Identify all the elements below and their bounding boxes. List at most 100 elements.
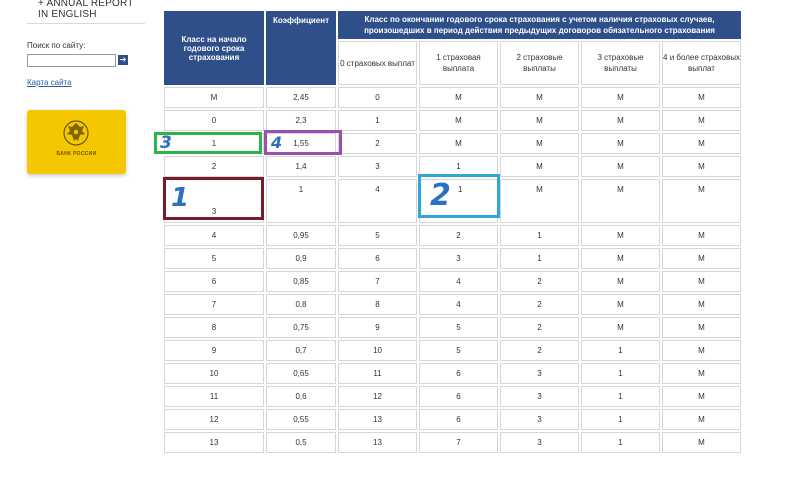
insurance-class-table: Класс на начало годового срока страхован… [162,9,743,455]
cell-class-end: М [662,156,741,177]
cell-class-end: 1 [581,386,660,407]
cell-class-end: 2 [338,133,417,154]
cell-class: 8 [164,317,264,338]
table-row: 8 0,75 9 5 2 М М [164,317,741,338]
cell-class-end: 7 [338,271,417,292]
cell-coefficient: 0,8 [266,294,336,315]
cell-class-end: М [419,133,498,154]
sitemap-link[interactable]: Карта сайта [27,78,72,87]
cell-class-end: 2 [500,271,579,292]
cell-class-end: 4 [419,271,498,292]
cell-class-end: 1 [500,225,579,246]
bank-of-russia-logo[interactable]: БАНК РОССИИ [27,110,126,174]
cell-class-end: М [662,317,741,338]
cell-class-end: М [500,110,579,131]
cell-class-end: 1 [581,409,660,430]
cell-class-end: 3 [500,363,579,384]
table-row: 10 0,65 11 6 3 1 М [164,363,741,384]
cell-class-end: 6 [338,248,417,269]
header-coefficient: Коэффициент [266,11,336,85]
table-row: 7 0,8 8 4 2 М М [164,294,741,315]
cell-class-end: М [662,110,741,131]
header-sub-2: 2 страховые выплаты [500,41,579,85]
cell-coefficient: 1,4 [266,156,336,177]
table-row: М 2,45 0 М М М М [164,87,741,108]
cell-class-end: М [662,225,741,246]
cell-coefficient: 1 [266,179,336,223]
cell-coefficient: 0,85 [266,271,336,292]
cell-class: 13 [164,432,264,453]
cell-class-end: М [419,110,498,131]
annotation-box-4 [264,130,342,155]
cell-class-end: 2 [419,225,498,246]
cell-class-end: 1 [581,363,660,384]
cell-class-end: М [581,110,660,131]
double-headed-eagle-icon [63,120,89,146]
annotation-number-4: 4 [271,133,283,152]
cell-class-end: М [662,386,741,407]
sidebar-divider [27,23,145,24]
cell-coefficient: 0,55 [266,409,336,430]
annotation-box-3 [154,132,262,154]
cell-class-end: М [500,133,579,154]
cell-class-end: М [500,179,579,223]
cell-class-end: 1 [500,248,579,269]
cell-coefficient: 0,9 [266,248,336,269]
cell-class-end: 2 [500,340,579,361]
search-input[interactable] [27,54,116,67]
table-row: 0 2,3 1 М М М М [164,110,741,131]
cell-class-end: 3 [419,248,498,269]
table-row: 9 0,7 10 5 2 1 М [164,340,741,361]
cell-class: 12 [164,409,264,430]
cell-class-end: 2 [500,317,579,338]
cell-class-end: 6 [419,386,498,407]
cell-class-end: М [581,87,660,108]
cell-class: 10 [164,363,264,384]
cell-class-end: 3 [338,156,417,177]
cell-class-end: 6 [419,363,498,384]
cell-class: 11 [164,386,264,407]
cell-class-end: М [581,294,660,315]
cell-class-end: М [662,363,741,384]
cell-class-end: 11 [338,363,417,384]
cell-class-end: 7 [419,432,498,453]
cell-class: 2 [164,156,264,177]
cell-class-end: 8 [338,294,417,315]
annotation-number-1: 1 [171,183,190,213]
cell-class-end: 3 [500,386,579,407]
cell-coefficient: 0,75 [266,317,336,338]
cell-class: 4 [164,225,264,246]
table-row: 6 0,85 7 4 2 М М [164,271,741,292]
cell-coefficient: 0,95 [266,225,336,246]
cell-class-end: 5 [338,225,417,246]
search-submit-button[interactable]: ➔ [118,55,128,65]
cell-class-end: М [662,294,741,315]
annual-report-line1[interactable]: + ANNUAL REPORT [38,0,134,9]
cell-class-end: 4 [338,179,417,223]
header-sub-4: 4 и более страховых выплат [662,41,741,85]
cell-class-end: 1 [581,340,660,361]
annotation-number-3: 3 [160,133,172,153]
annual-report-link[interactable]: + ANNUAL REPORT IN ENGLISH [38,0,134,20]
cell-class-end: 13 [338,409,417,430]
header-sub-1: 1 страховая выплата [419,41,498,85]
cell-class-end: 1 [338,110,417,131]
annual-report-line2[interactable]: IN ENGLISH [38,9,97,20]
cell-class-end: М [500,87,579,108]
cell-class-end: 0 [338,87,417,108]
header-sub-0: 0 страховых выплат [338,41,417,85]
cell-class-end: 12 [338,386,417,407]
table-row: 5 0,9 6 3 1 М М [164,248,741,269]
cell-class: 7 [164,294,264,315]
cell-coefficient: 0,7 [266,340,336,361]
cell-class-end: М [581,248,660,269]
cell-class: М [164,87,264,108]
cell-class-end: М [662,179,741,223]
cell-class-end: 3 [500,432,579,453]
annotation-box-1 [163,177,264,220]
table-row: 12 0,55 13 6 3 1 М [164,409,741,430]
cell-class-end: 2 [500,294,579,315]
cell-class-end: М [581,317,660,338]
table-row: 4 0,95 5 2 1 М М [164,225,741,246]
cell-class: 5 [164,248,264,269]
